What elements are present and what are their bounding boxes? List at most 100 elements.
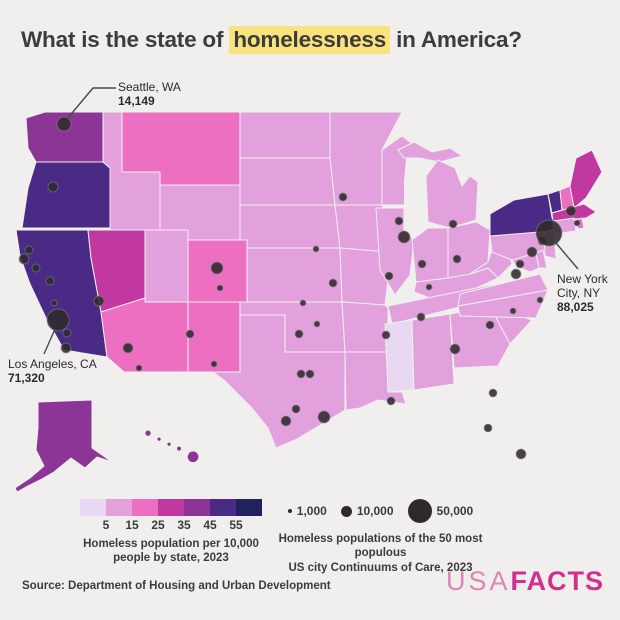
callout-seattle-value: 14,149 [118, 94, 155, 109]
city-dot-san-antonio [280, 415, 292, 427]
city-dot-jacksonville [488, 388, 498, 398]
legend-swatch-55+ [236, 499, 262, 516]
dot-size-items: 1,000 10,000 50,000 [258, 496, 503, 526]
legend-tick: 25 [151, 518, 165, 532]
city-dot-los-angeles [46, 308, 70, 332]
city-dot-fort-worth [296, 369, 306, 379]
city-dot-philadelphia [526, 246, 538, 258]
city-dot-tampa [483, 423, 493, 433]
source-note: Source: Department of Housing and Urban … [22, 580, 331, 592]
city-dot-atlanta [449, 343, 461, 355]
state-NE [239, 204, 341, 249]
legend-tick: 5 [102, 518, 110, 532]
city-dot-colorado-springs [216, 284, 224, 292]
city-dot-memphis [381, 330, 391, 340]
state-TX [212, 314, 346, 449]
legend-tick: 15 [125, 518, 139, 532]
city-dot-detroit [448, 219, 458, 229]
callout-nyc-value: 88,025 [557, 300, 594, 315]
title-suffix: in America? [390, 27, 522, 52]
legend-tick: 35 [177, 518, 191, 532]
state-ND [239, 111, 331, 159]
state-VA [457, 273, 549, 307]
page-title: What is the state of homelessness in Ame… [21, 26, 607, 54]
callout-nyc-city-line1: New York [557, 272, 608, 286]
legend-swatch-25-35 [158, 499, 184, 516]
city-dot-baltimore [515, 259, 525, 269]
city-dot-santa-ana [62, 328, 72, 338]
city-dot-new-york-city [535, 219, 563, 247]
logo-usa: USA [445, 566, 511, 596]
dot-size-label: 10,000 [356, 504, 394, 518]
state-UT [144, 229, 189, 303]
dot-size-item: 1,000 [287, 504, 327, 518]
city-dot-austin [291, 404, 301, 414]
city-dot-portland [47, 181, 59, 193]
city-dot-san-diego [60, 342, 72, 354]
city-dot-louisville [425, 283, 433, 291]
city-dot-tulsa [313, 320, 321, 328]
city-dot-virginia-beach [536, 296, 544, 304]
city-dot-san-jose [31, 263, 41, 273]
city-dot-layer [18, 116, 581, 460]
title-highlight: homelessness [229, 26, 391, 54]
city-dot-albuquerque [185, 329, 195, 339]
city-dot-san-francisco [18, 253, 30, 265]
city-dot-miami [515, 448, 527, 460]
city-dot-el-paso [210, 360, 218, 368]
callout-la-value: 71,320 [8, 371, 45, 386]
city-dot-new-orleans [386, 396, 396, 406]
city-dot-phoenix [122, 342, 134, 354]
state-AL [411, 313, 455, 391]
state-ME [569, 149, 603, 209]
usafacts-logo: USAFACTS [446, 566, 604, 597]
legend-swatch-15-25 [132, 499, 158, 516]
city-dot-des-moines [312, 245, 320, 253]
choropleth-legend: 5 15 25 35 45 55 Homeless population per 10,0… [80, 499, 262, 566]
callout-la-city: Los Angeles, CA [8, 357, 97, 371]
dot-size-item: 10,000 [340, 504, 394, 518]
city-dot-wichita [299, 299, 307, 307]
city-dot-fresno [50, 299, 58, 307]
city-dot-raleigh [509, 307, 517, 315]
legend-tick: 55 [229, 518, 243, 532]
seattle-leader-line [66, 87, 116, 120]
state-AR [341, 301, 389, 353]
city-dot-dallas [305, 369, 315, 379]
state-IN [411, 227, 449, 283]
color-scale-ticks: 5 15 25 35 45 55 [80, 518, 262, 533]
city-dot-minneapolis [338, 192, 348, 202]
dot-legend-caption: Homeless populations of the 50 most popu… [278, 533, 483, 574]
legend-swatch-5-15 [106, 499, 132, 516]
state-MS [384, 319, 415, 393]
legend-swatch-35-45 [184, 499, 210, 516]
color-scale-swatches [80, 499, 262, 516]
callout-nyc: New York City, NY 88,025 [557, 272, 608, 314]
legend-swatch-<5 [80, 499, 106, 516]
city-dot-boston [565, 205, 577, 217]
dot-size-item: 50,000 [407, 499, 474, 523]
logo-facts: FACTS [510, 566, 604, 596]
state-AZ [100, 297, 189, 373]
city-dot-seattle [56, 116, 72, 132]
state-KS [246, 247, 343, 303]
nyc-leader-line [555, 242, 579, 270]
dot-size-glyph [407, 499, 432, 523]
dot-size-label: 1,000 [296, 504, 327, 518]
state-AK [14, 399, 113, 493]
legend-swatch-45-55 [210, 499, 236, 516]
city-dot-houston [317, 410, 331, 424]
dot-size-legend: 1,000 10,000 50,000 Homeless populations o… [258, 496, 503, 575]
city-dot-oklahoma-city [294, 329, 304, 339]
leader-lines [43, 87, 579, 355]
state-layer [14, 111, 603, 493]
dot-size-glyph [287, 509, 292, 513]
choropleth-legend-caption: Homeless population per 10,000 people by… [83, 538, 259, 565]
dot-size-label: 50,000 [436, 504, 474, 518]
state-MI [425, 159, 479, 229]
city-dot-indianapolis [417, 259, 427, 269]
city-dot-kansas-city [328, 278, 338, 288]
title-prefix: What is the state of [21, 27, 230, 52]
